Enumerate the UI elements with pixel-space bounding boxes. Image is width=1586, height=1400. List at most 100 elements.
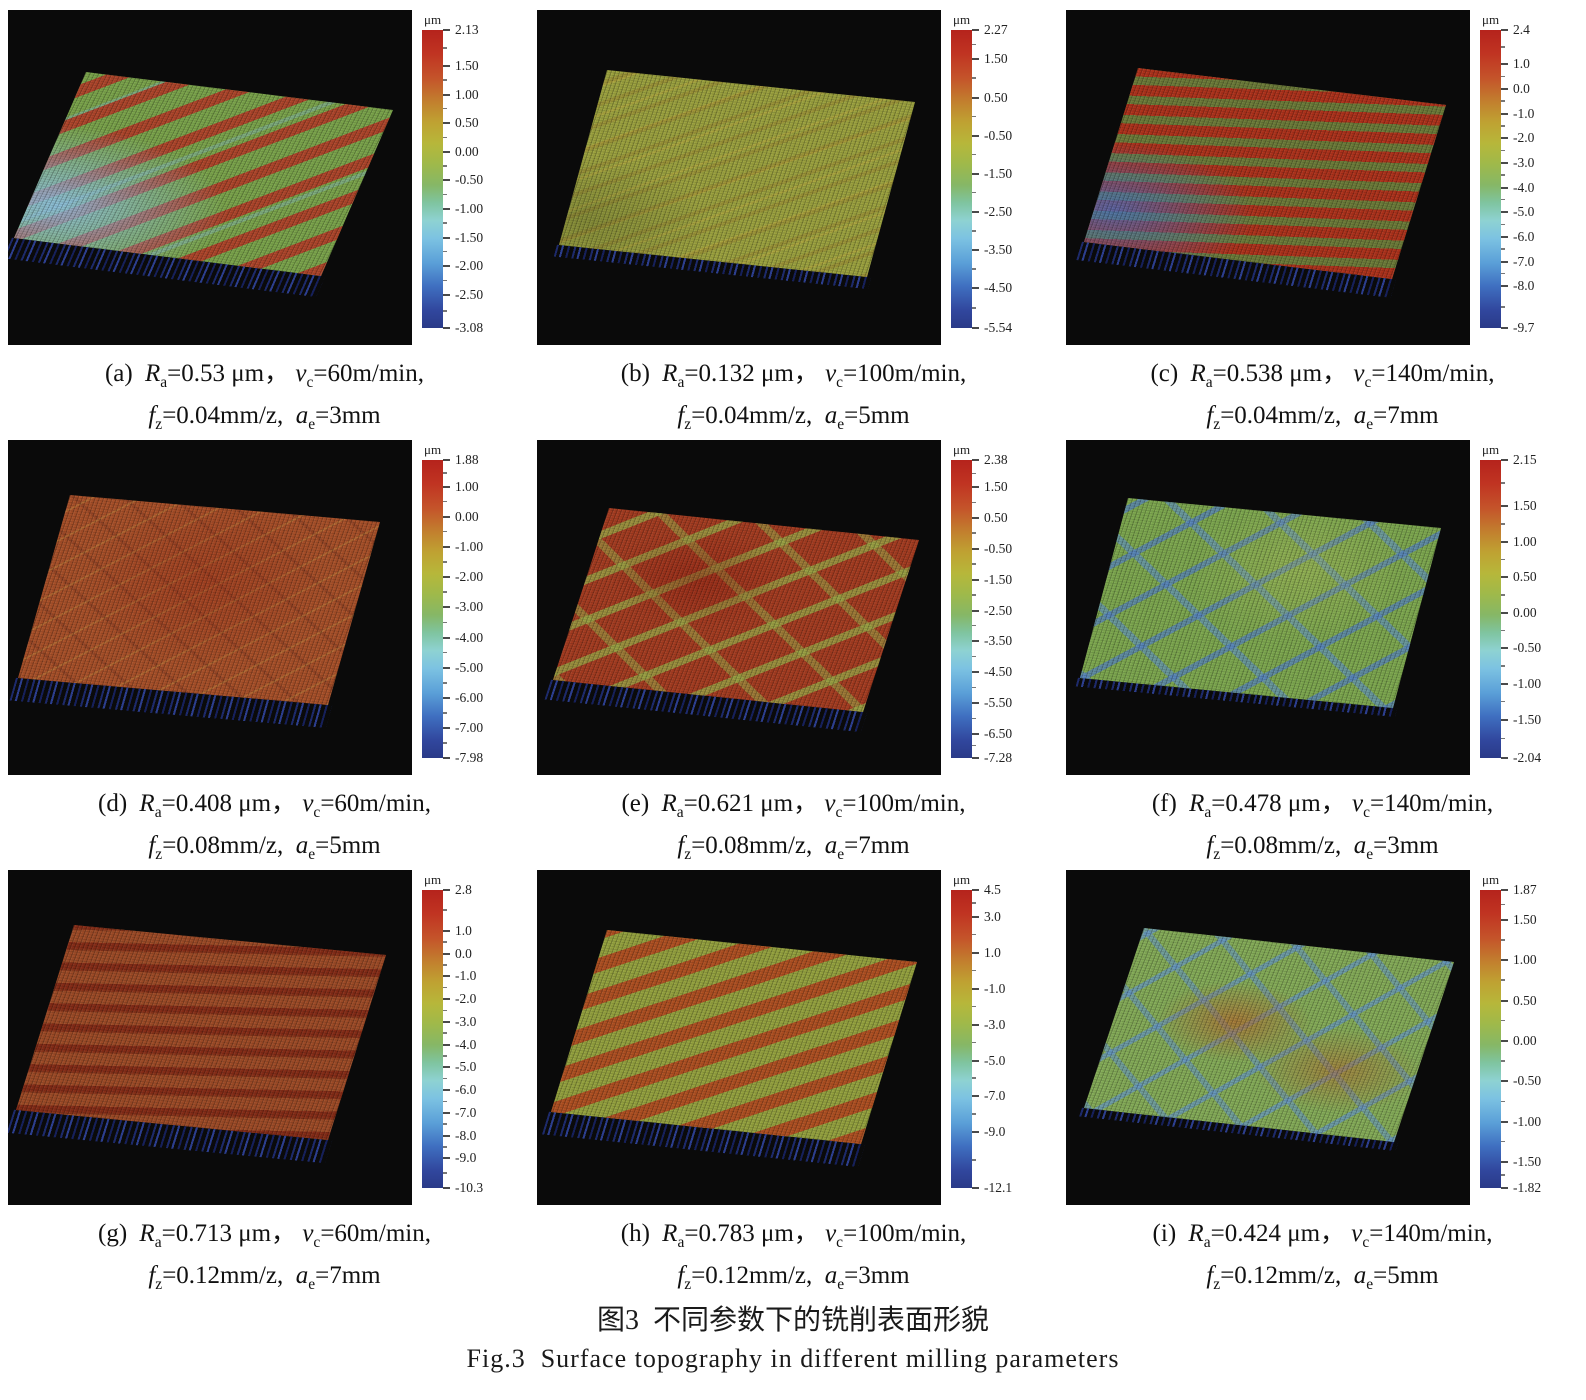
ae-symbol: a: [824, 832, 838, 859]
colorbar-tick: [443, 952, 450, 955]
colorbar-tick: [443, 546, 450, 549]
ra-unit: μm，: [231, 1220, 297, 1247]
surface-3d: [1075, 498, 1441, 717]
colorbar-minor-tick: [1501, 125, 1505, 127]
colorbar-minor-tick: [972, 902, 976, 904]
colorbar-minor-tick: [972, 230, 976, 232]
fz-symbol: f: [148, 402, 156, 429]
ae-symbol: a: [1353, 1262, 1367, 1289]
caption-line-2: fz=0.12mm/z, ae=7mm: [0, 1259, 529, 1301]
colorbar-tick-label: 2.13: [455, 22, 479, 37]
colorbar-tick-label: -1.50: [1513, 1154, 1542, 1170]
colorbar-tick-label: -12.1: [984, 1180, 1013, 1195]
vc-subscript: c: [836, 1234, 844, 1251]
colorbar-minor-tick: [972, 191, 976, 194]
spike-fringe: [1079, 1107, 1399, 1152]
panel-label: (f): [1151, 790, 1177, 817]
ae-value: 3: [1387, 832, 1400, 859]
colorbar-gradient: [422, 30, 443, 328]
colorbar-minor-tick: [972, 1005, 976, 1008]
colorbar-tick: [1501, 235, 1508, 238]
colorbar-tick-label: -0.50: [1513, 1073, 1542, 1089]
colorbar-unit-label: μm: [953, 442, 971, 457]
colorbar-tick-label: 1.0: [455, 922, 472, 938]
colorbar-tick: [443, 150, 450, 153]
colorbar-tick-label: -1.50: [1513, 711, 1542, 727]
plot-and-colorbar: μm 1.87 1.50 1.00 0.50 0.00 -0.50 -1.00 -1.50 -1…: [1058, 860, 1586, 1205]
colorbar-minor-tick: [972, 501, 976, 504]
panel: μm 2.15 1.50 1.00 0.50 0.00 -0.50 -1.00 -1.50 -2…: [1058, 430, 1586, 863]
ra-unit: μm，: [1280, 1220, 1346, 1247]
colorbar-tick: [443, 1111, 450, 1114]
colorbar-minor-tick: [972, 744, 976, 747]
colorbar-tick: [1501, 186, 1508, 189]
vc-unit: m/min,: [359, 790, 431, 817]
colorbar-tick-label: -3.0: [1513, 154, 1535, 170]
surface-3d: [8, 925, 386, 1164]
colorbar-tick: [1501, 918, 1508, 921]
equals: =: [843, 360, 858, 387]
colorbar-minor-tick: [1501, 272, 1505, 275]
colorbar-minor-tick: [1501, 306, 1505, 308]
colorbar-tick: [443, 1066, 450, 1069]
caption-line-2: fz=0.04mm/z, ae=7mm: [1058, 399, 1586, 441]
colorbar-tick-label: -5.50: [984, 695, 1013, 711]
panel-caption: (e) Ra=0.621 μm， vc=100m/min, fz=0.08mm/…: [529, 787, 1058, 871]
colorbar-minor-tick: [443, 712, 447, 714]
panel-label: (e): [621, 790, 650, 817]
ae-symbol: a: [295, 832, 309, 859]
fz-unit: mm/z,: [1278, 402, 1348, 429]
equals: =: [1371, 360, 1386, 387]
figure-caption-zh: 图3 不同参数下的铣削表面形貌: [596, 1305, 989, 1336]
spike-fringe: [544, 679, 868, 733]
colorbar-tick-label: -2.04: [1513, 750, 1542, 765]
equals: =: [167, 360, 182, 387]
vc-unit: m/min,: [359, 1220, 431, 1247]
colorbar-tick: [1501, 1187, 1508, 1189]
ae-value: 5: [329, 832, 342, 859]
equals: =: [844, 832, 859, 859]
ae-value: 7: [329, 1262, 342, 1289]
ae-value: 7: [858, 832, 871, 859]
colorbar-tick-label: 0.50: [455, 115, 479, 131]
colorbar-minor-tick: [972, 43, 976, 46]
fz-unit: mm/z,: [220, 832, 290, 859]
colorbar-tick: [1501, 757, 1508, 759]
colorbar-tick-label: -4.50: [984, 280, 1013, 296]
ra-unit: μm，: [1283, 360, 1348, 387]
fz-value: 0.08: [1234, 832, 1279, 859]
colorbar-minor-tick: [443, 165, 447, 167]
surface-3d: [8, 72, 393, 298]
ae-unit: mm: [870, 402, 910, 429]
ra-subscript: a: [676, 804, 684, 821]
vc-symbol: v: [1351, 1220, 1363, 1247]
colorbar-unit-label: μm: [1482, 442, 1500, 457]
ra-symbol: R: [661, 790, 677, 817]
colorbar-minor-tick: [972, 77, 976, 79]
colorbar-minor-tick: [1501, 198, 1505, 201]
colorbar-tick: [972, 1059, 979, 1062]
colorbar-tick: [443, 929, 450, 932]
colorbar-minor-tick: [443, 561, 447, 563]
colorbar-tick-label: -7.00: [455, 720, 484, 736]
ra-subscript: a: [160, 374, 168, 391]
ae-symbol: a: [1353, 402, 1367, 429]
surface-plot: [537, 870, 941, 1205]
colorbar-unit-label: μm: [424, 12, 442, 27]
panel-label: (d): [98, 790, 128, 817]
ae-unit: mm: [870, 832, 910, 859]
colorbar-minor-tick: [443, 742, 447, 744]
equals: =: [691, 832, 706, 859]
colorbar-minor-tick: [972, 594, 976, 596]
colorbar-minor-tick: [1501, 558, 1505, 561]
colorbar-tick-label: -2.00: [455, 569, 484, 585]
ra-symbol: R: [662, 1220, 678, 1247]
colorbar-tick: [443, 1187, 450, 1189]
colorbar-tick: [1501, 1120, 1508, 1123]
colorbar-tick: [1501, 63, 1508, 66]
colorbar-minor-tick: [972, 1159, 976, 1161]
colorbar-minor-tick: [1501, 1060, 1505, 1062]
caption-line-2: fz=0.04mm/z, ae=3mm: [0, 399, 529, 441]
surface-plot: [8, 440, 412, 775]
colorbar-tick: [443, 485, 450, 488]
